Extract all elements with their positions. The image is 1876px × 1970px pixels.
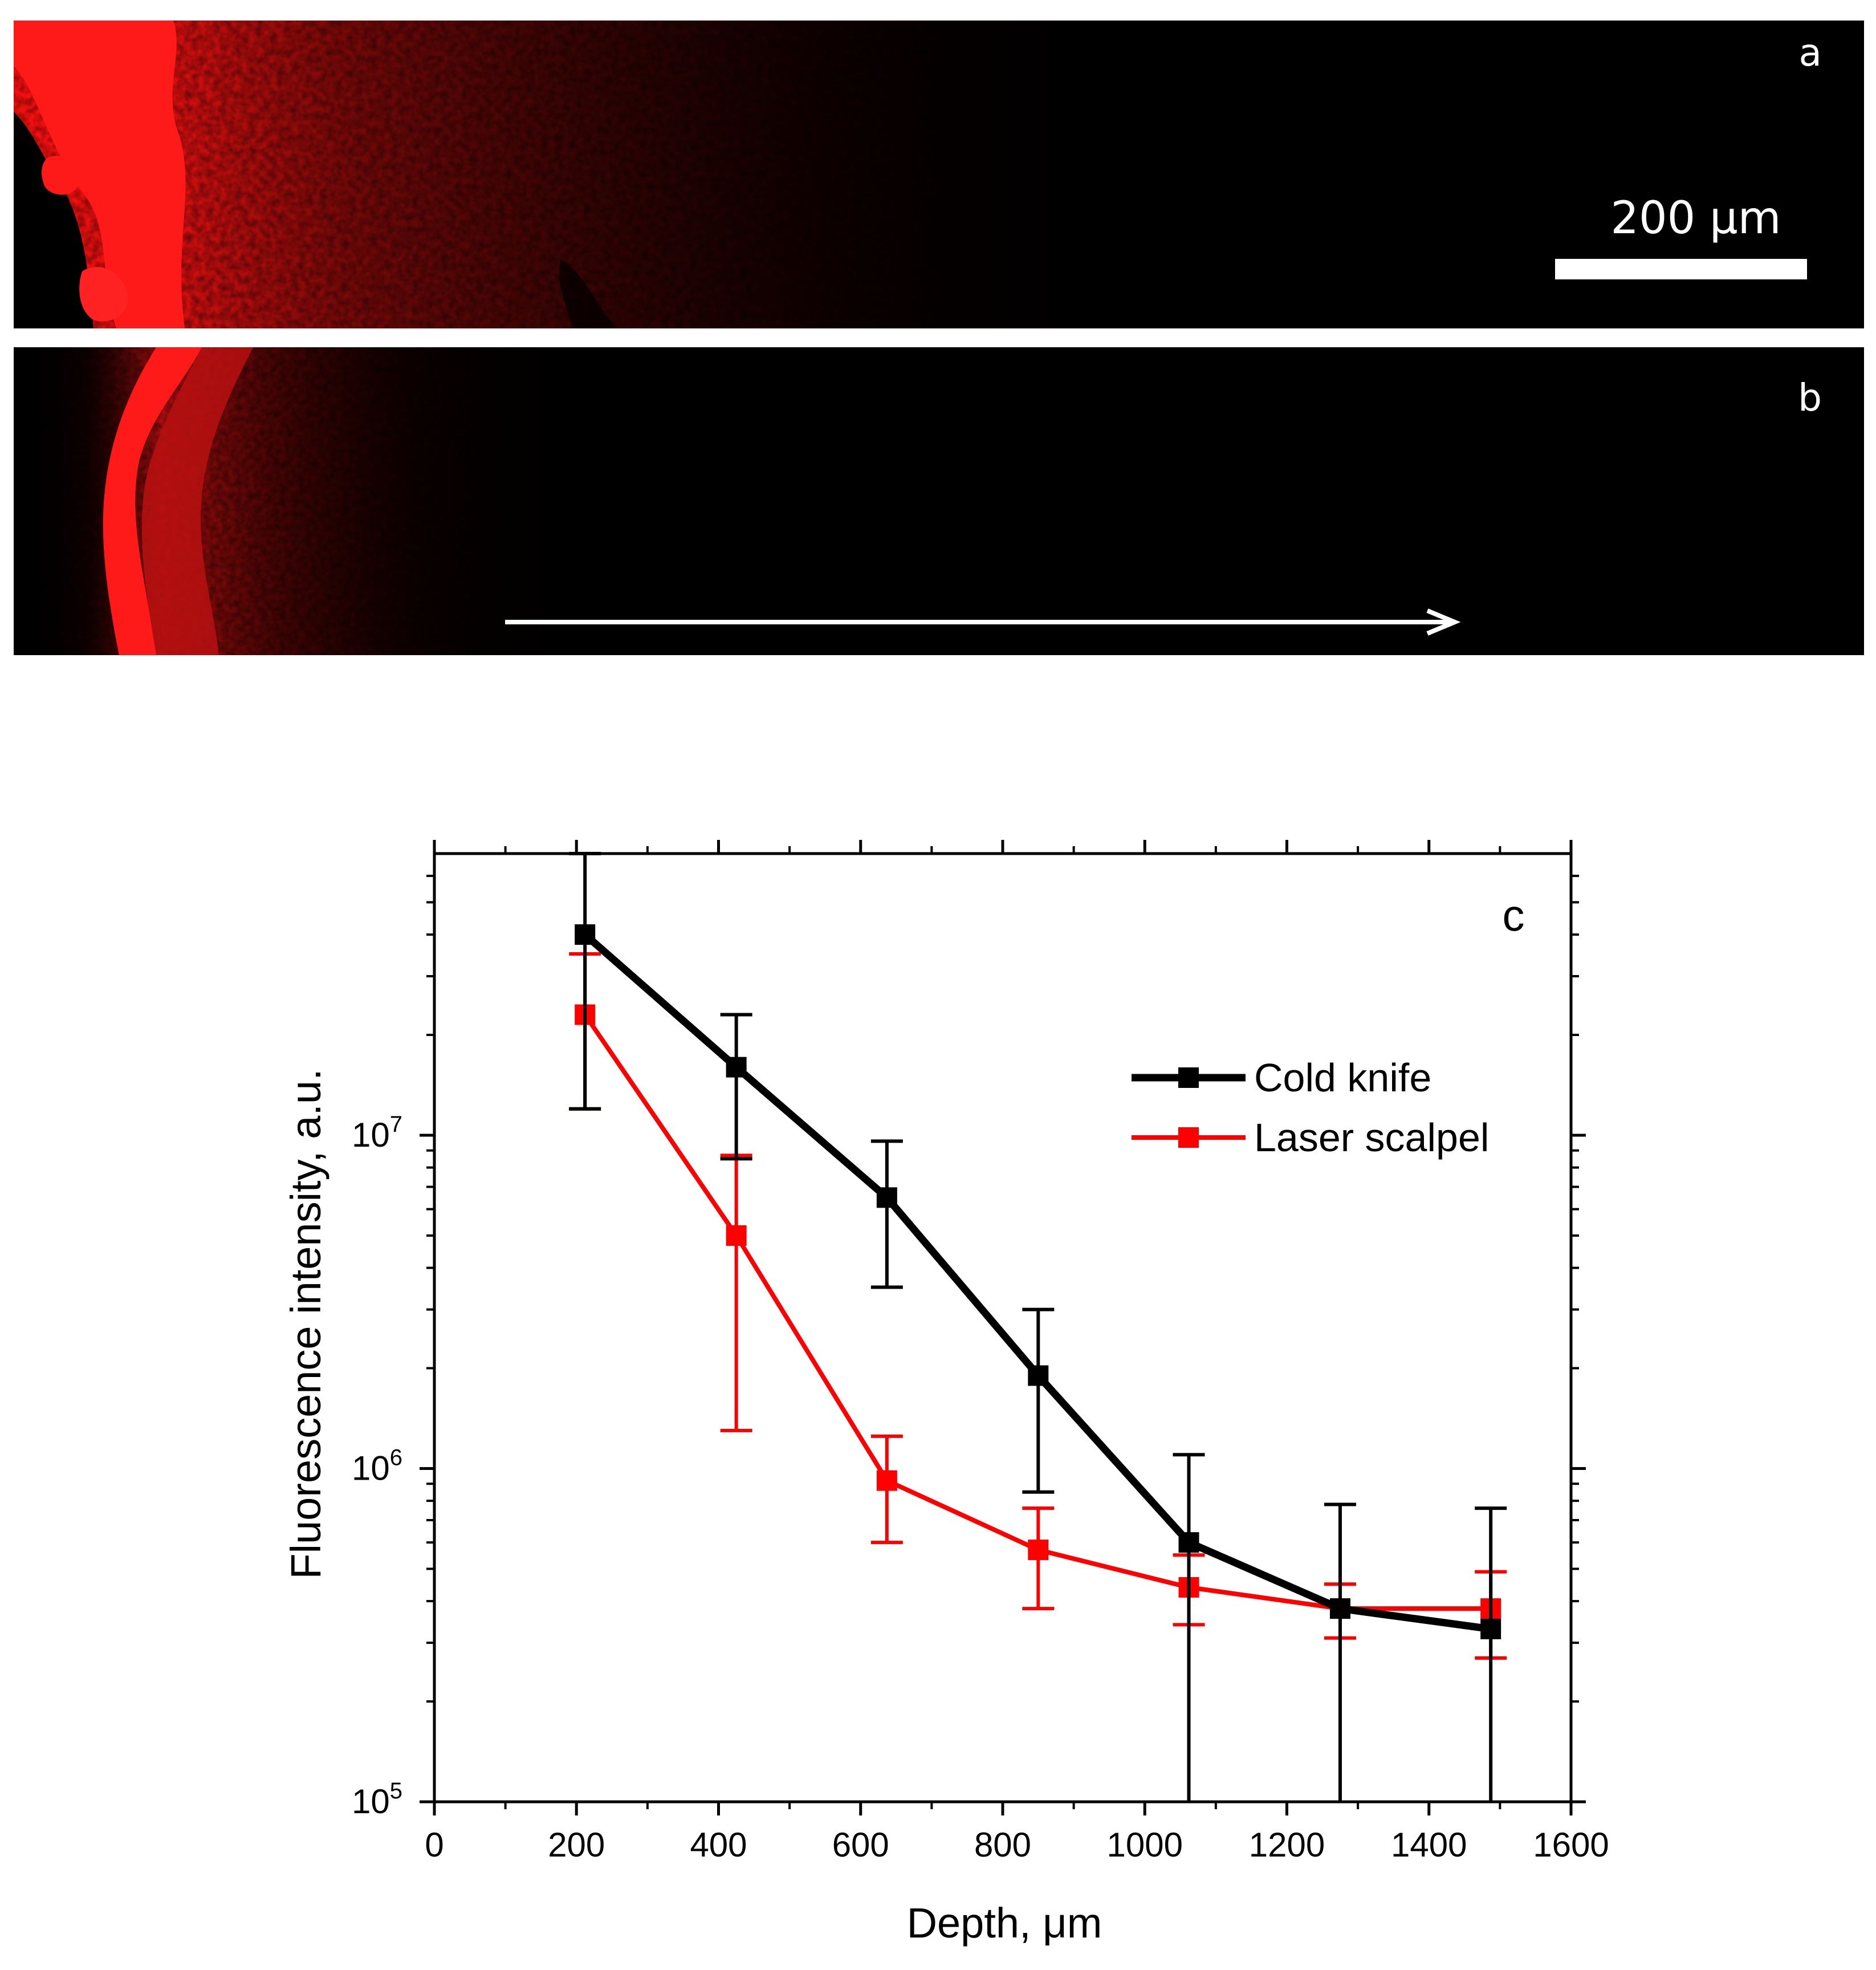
scale-bar-label: 200 μm [1610, 193, 1781, 244]
y-tick-base: 10 [352, 1782, 390, 1821]
x-tick-label: 800 [974, 1826, 1031, 1864]
legend-label-cold-knife: Cold knife [1254, 1055, 1431, 1100]
y-tick-exponent: 5 [390, 1778, 402, 1804]
x-tick-label: 200 [548, 1826, 605, 1864]
x-tick-label: 400 [690, 1826, 747, 1864]
x-axis-label: Depth, μm [907, 1899, 1102, 1947]
panel-a-image [14, 21, 1864, 328]
cold-knife-point [1028, 1365, 1049, 1386]
laser-scalpel-point [1028, 1540, 1049, 1561]
y-tick-exponent: 7 [390, 1112, 402, 1137]
microscopy-panel-a: a [14, 21, 1864, 328]
legend-marker-cold-knife [1178, 1067, 1199, 1088]
panel-label-c: c [1503, 890, 1525, 940]
x-tick-label: 600 [832, 1826, 889, 1864]
cold-knife-point [1329, 1598, 1350, 1619]
legend-label-laser-scalpel: Laser scalpel [1254, 1115, 1489, 1160]
microscopy-panel-b: b [14, 347, 1864, 655]
y-tick-base: 10 [352, 1449, 390, 1487]
x-tick-label: 0 [425, 1826, 443, 1864]
cold-knife-point [1480, 1618, 1501, 1639]
laser-scalpel-point [726, 1225, 747, 1246]
y-tick-label: 107 [352, 1112, 402, 1154]
cold-knife-point [575, 924, 596, 945]
chart-series [569, 852, 1507, 1802]
y-tick-label: 105 [352, 1778, 402, 1821]
y-tick-base: 10 [352, 1116, 390, 1154]
scale-bar [1555, 259, 1807, 279]
depth-arrow [505, 608, 1461, 636]
cold-knife-point [726, 1057, 747, 1078]
panel-label-b: b [1798, 376, 1822, 420]
laser-scalpel-point [876, 1470, 897, 1491]
panel-b-image [14, 347, 1864, 655]
chart-legend: Cold knife Laser scalpel [1132, 1055, 1489, 1160]
x-tick-label: 1200 [1249, 1826, 1325, 1864]
y-axis-label: Fluorescence intensity, a.u. [282, 1069, 329, 1579]
panel-label-a: a [1798, 31, 1822, 75]
y-tick-label: 106 [352, 1445, 402, 1487]
legend-marker-laser-scalpel [1178, 1127, 1199, 1148]
x-tick-label: 1000 [1107, 1826, 1183, 1864]
x-tick-label: 1600 [1533, 1826, 1609, 1864]
cold-knife-point [876, 1187, 897, 1208]
plot-frame [433, 852, 1573, 1804]
cold-knife-point [1178, 1532, 1199, 1553]
y-tick-exponent: 6 [390, 1445, 402, 1470]
x-tick-label: 1400 [1391, 1826, 1467, 1864]
